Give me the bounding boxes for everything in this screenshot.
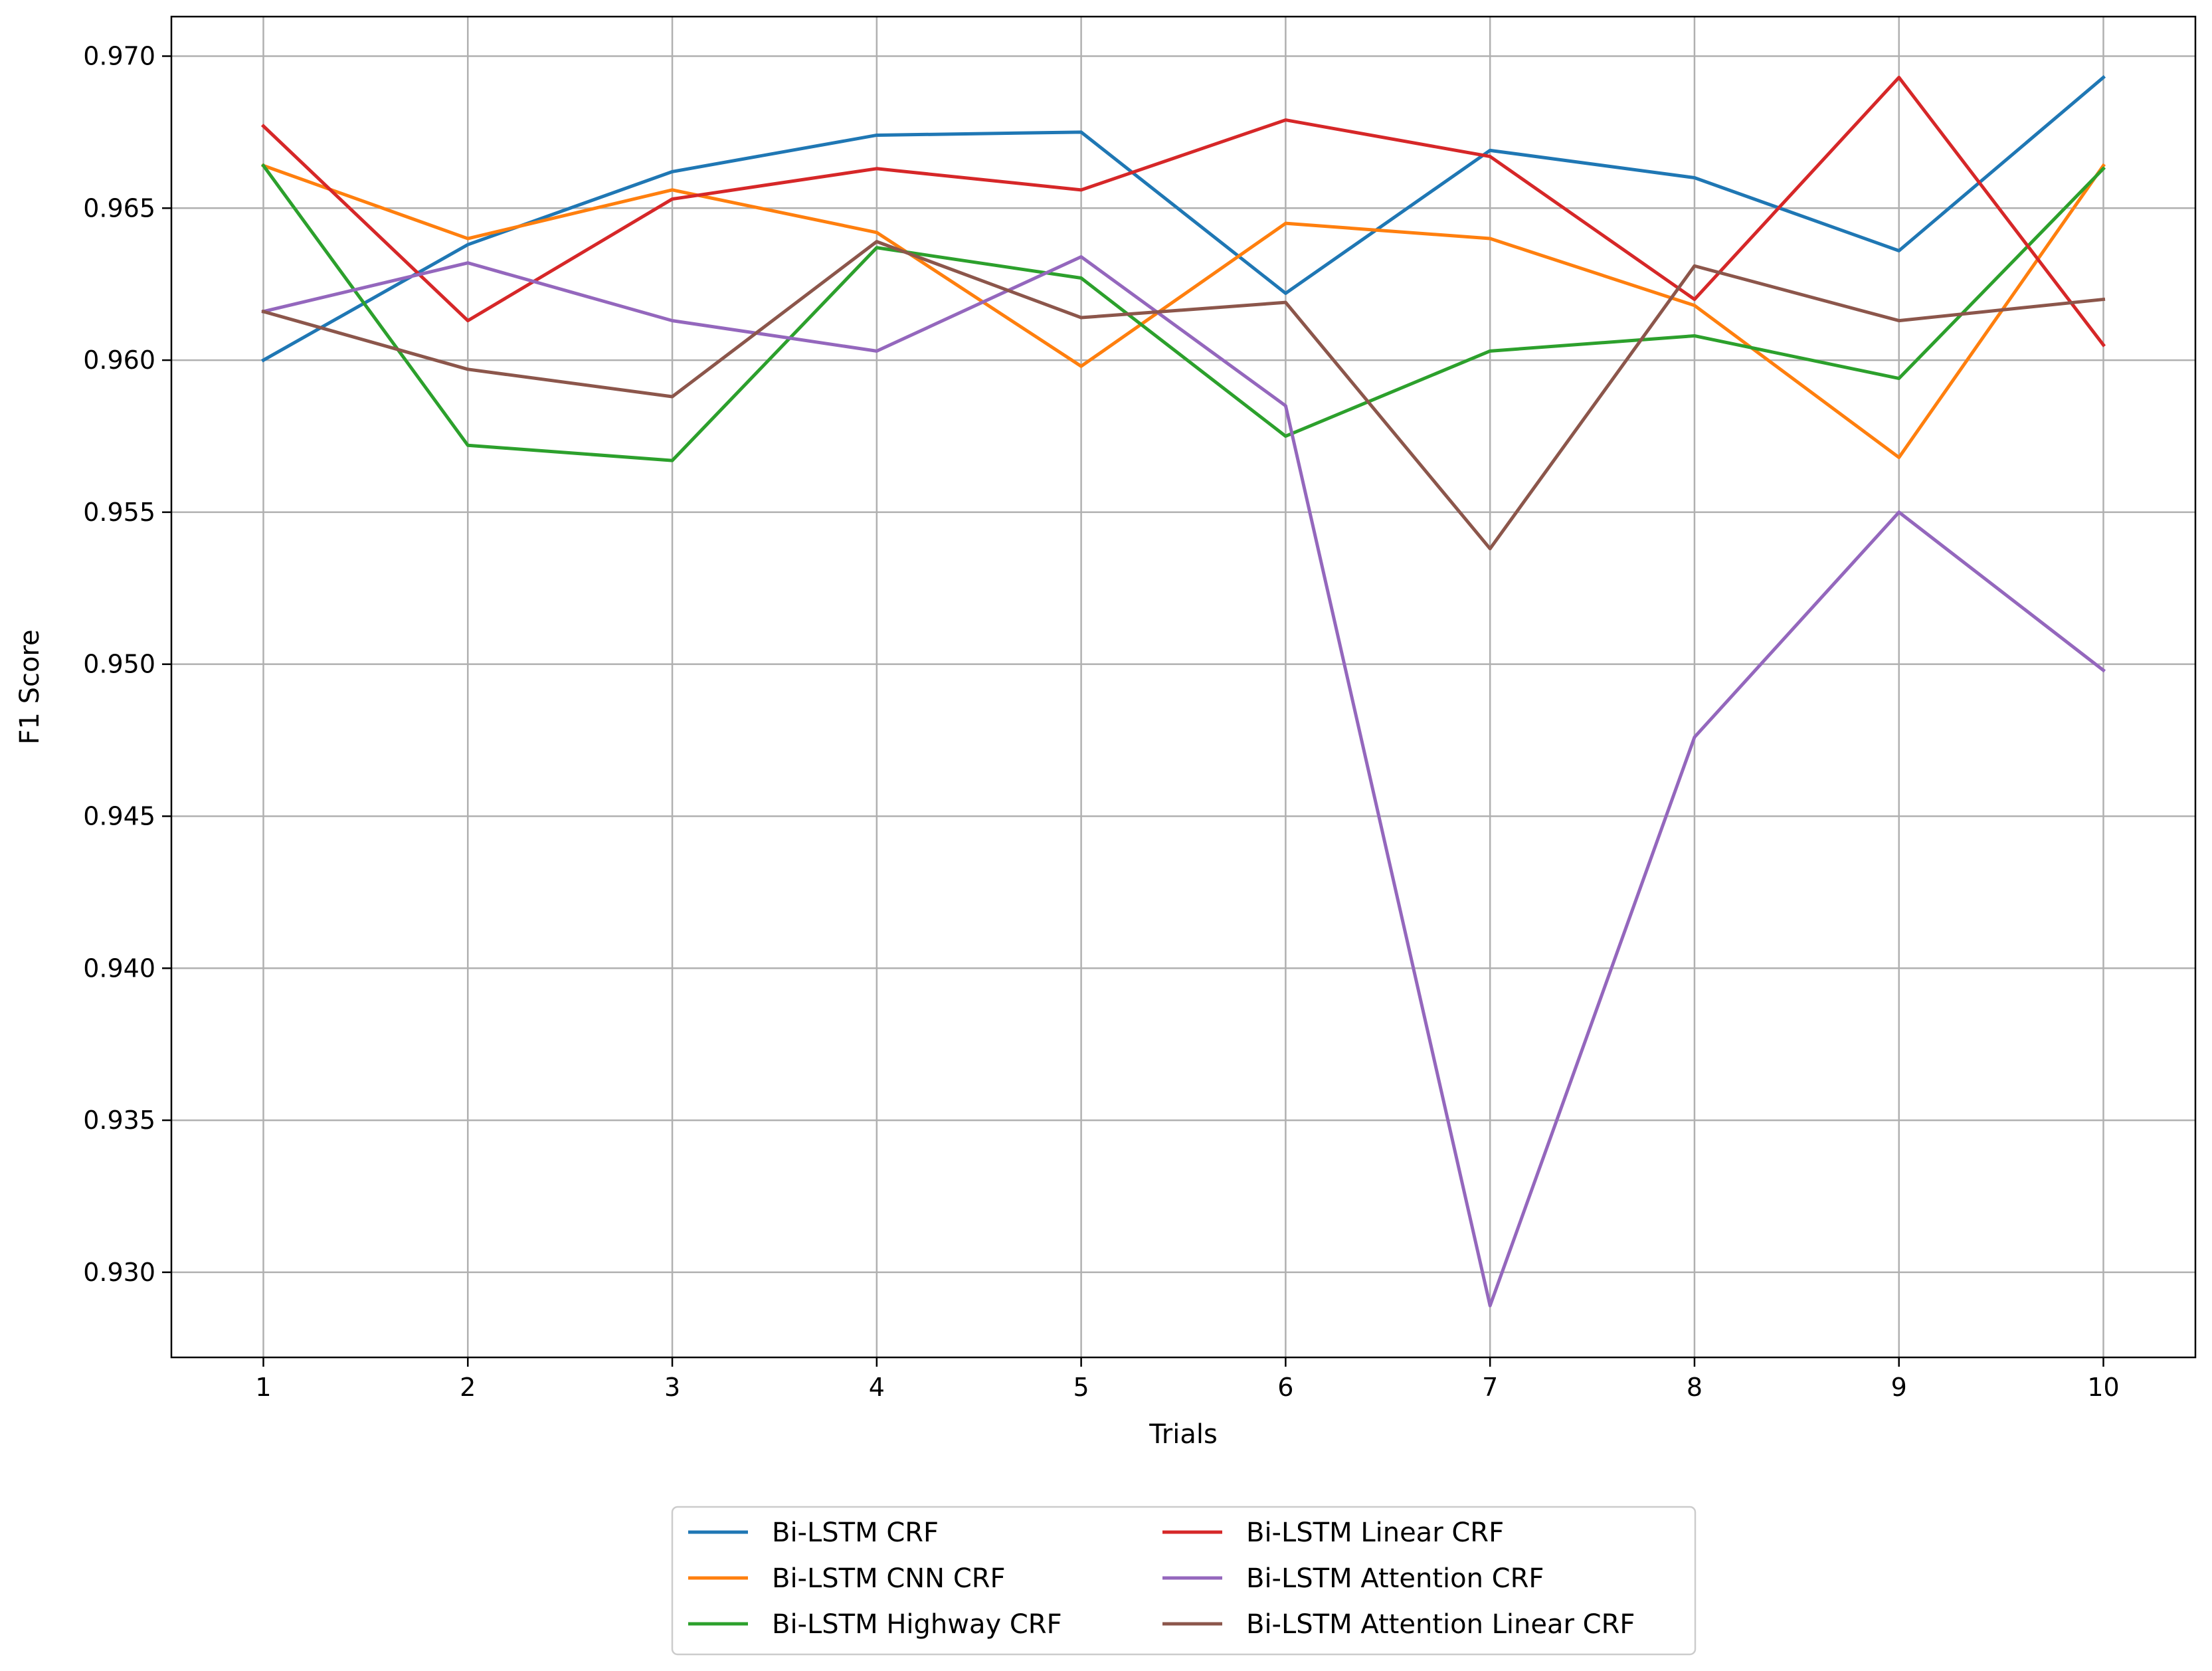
y-tick-label: 0.950	[83, 650, 155, 679]
x-tick-label: 2	[460, 1373, 476, 1402]
legend: Bi-LSTM CRF Bi-LSTM CNN CRF Bi-LSTM Highwa…	[671, 1506, 1697, 1656]
y-tick-label: 0.930	[83, 1258, 155, 1287]
legend-label-bi-lstm-crf: Bi-LSTM CRF	[772, 1518, 939, 1548]
legend-box	[671, 1506, 1697, 1656]
x-tick-label: 10	[2087, 1373, 2119, 1402]
series-line-bi-lstm-attention-linear-crf	[261, 240, 2106, 551]
x-tick-label: 5	[1073, 1373, 1089, 1402]
y-tick-label: 0.970	[83, 41, 155, 70]
legend-label-bi-lstm-attention-linear-crf: Bi-LSTM Attention Linear CRF	[1246, 1609, 1635, 1640]
x-axis-label: Trials	[1149, 1419, 1218, 1450]
legend-label-bi-lstm-attention-crf: Bi-LSTM Attention CRF	[1246, 1563, 1544, 1594]
y-tick-label: 0.965	[83, 193, 155, 223]
plot-frame	[170, 15, 2197, 1359]
legend-label-bi-lstm-highway-crf: Bi-LSTM Highway CRF	[772, 1609, 1062, 1640]
legend-label-bi-lstm-cnn-crf: Bi-LSTM CNN CRF	[772, 1563, 1006, 1594]
x-tick-label: 3	[664, 1373, 680, 1402]
y-tick-label: 0.935	[83, 1106, 155, 1135]
ticks-layer: 1 2 3 4 5 6 7 8 9 10 0.930 0.935 0.940 0.945 0.950 0.95…	[83, 41, 2119, 1402]
series-layer	[260, 74, 2106, 1308]
x-tick-label: 9	[1891, 1373, 1907, 1402]
y-tick-label: 0.945	[83, 801, 155, 831]
grid-layer	[171, 17, 2195, 1357]
series-line-bi-lstm-linear-crf	[260, 76, 2106, 347]
series-line-bi-lstm-highway-crf	[261, 163, 2106, 462]
series-line-bi-lstm-crf	[261, 74, 2106, 363]
x-tick-label: 4	[869, 1373, 885, 1402]
y-tick-label: 0.955	[83, 498, 155, 527]
y-tick-label: 0.940	[83, 953, 155, 983]
x-tick-label: 8	[1687, 1373, 1703, 1402]
x-tick-label: 1	[255, 1373, 271, 1402]
x-tick-label: 6	[1277, 1373, 1293, 1402]
series-line-bi-lstm-attention-crf	[261, 255, 2106, 1308]
legend-label-bi-lstm-linear-crf: Bi-LSTM Linear CRF	[1246, 1518, 1504, 1548]
x-tick-label: 7	[1482, 1373, 1498, 1402]
series-line-bi-lstm-cnn-crf	[261, 163, 2106, 460]
y-tick-label: 0.960	[83, 345, 155, 375]
y-axis-label: F1 Score	[15, 629, 45, 744]
